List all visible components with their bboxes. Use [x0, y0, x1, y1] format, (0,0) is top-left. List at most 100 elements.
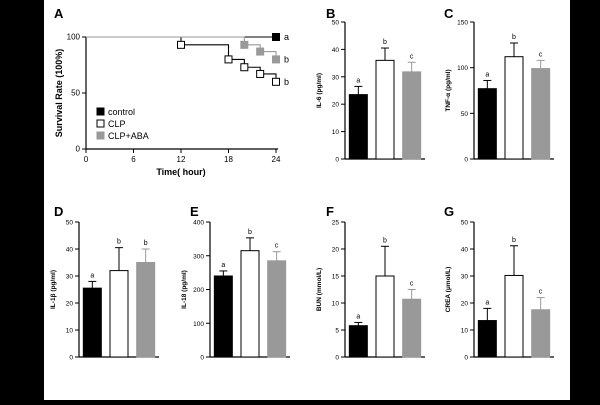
panel-d-sig-label: b	[144, 240, 148, 247]
panel-b-bar	[402, 71, 422, 160]
figure-caption-label: g.1	[0, 374, 28, 396]
panel-e-sig-label: b	[248, 229, 252, 236]
panel-b-sig-label: c	[410, 53, 414, 60]
panel-c-bar	[504, 56, 524, 160]
panel-c-ytick-label: 0	[464, 157, 468, 164]
panel-a-letter: A	[54, 6, 64, 21]
panel-a-ytick-label: 100	[67, 33, 81, 42]
panel-b-ytick-label: 30	[332, 74, 340, 81]
panel-g-ytick-label: 20	[461, 301, 469, 308]
panel-b-sig-label: b	[383, 39, 387, 46]
panel-e-ytick-label: 400	[193, 220, 204, 227]
panel-f-bar	[402, 298, 422, 358]
panel-c-ytick-label: 100	[457, 65, 468, 72]
panel-d-bar	[136, 262, 156, 358]
panel-g-ytick-label: 10	[461, 328, 469, 335]
panel-d-ytick-label: 50	[66, 220, 74, 227]
panel-e-bar	[240, 250, 260, 358]
panel-d-ytick-label: 40	[66, 247, 74, 254]
panel-c-sig-label: a	[485, 71, 489, 78]
panel-g-bar	[477, 320, 497, 358]
panel-a-xtick-label: 0	[84, 155, 89, 164]
panel-b-ytick-label: 20	[332, 102, 340, 109]
panel-d-bar	[109, 270, 129, 358]
panel-a-xtick-label: 24	[272, 155, 281, 164]
panel-a-xtick-label: 12	[177, 155, 186, 164]
panel-a-point	[272, 33, 280, 41]
panel-b-ytick-label: 0	[335, 157, 339, 164]
panel-f-bar	[375, 275, 395, 358]
panel-c-ytick-label: 50	[461, 111, 469, 118]
panel-a-point	[256, 69, 265, 78]
panel-f-sig-label: b	[383, 237, 387, 244]
panel-a-ytick-label: 50	[71, 89, 80, 98]
panel-a-legend-label: control	[108, 107, 135, 117]
panel-d-ytick-label: 0	[69, 355, 73, 362]
panel-f-ytick-label: 25	[332, 220, 340, 227]
panel-g-ylabel: CREA (μmol/L)	[445, 267, 452, 313]
panel-d-sig-label: a	[90, 272, 94, 279]
panel-d-ytick-label: 20	[66, 301, 74, 308]
panel-e-bar	[213, 275, 233, 358]
panel-g-bar	[504, 274, 524, 358]
panel-g-sig-label: c	[539, 289, 543, 296]
panel-f-ytick-label: 10	[332, 301, 340, 308]
panel-a-point	[272, 77, 280, 86]
panel-e-ytick-label: 0	[200, 355, 204, 362]
panel-g-ytick-label: 0	[464, 355, 468, 362]
panel-f-sig-label: a	[356, 313, 360, 320]
panel-a-sig-label: b	[284, 77, 289, 87]
panel-g-sig-label: b	[512, 237, 516, 244]
panel-c-ytick-label: 150	[457, 20, 468, 27]
panel-f-ylabel: BUN (mmol/L)	[316, 268, 323, 311]
panel-e-ytick-label: 100	[193, 321, 204, 328]
panel-e-bar	[267, 260, 287, 358]
panel-g-letter: G	[444, 204, 454, 219]
figure-panel: A 0 50 100 0 6 12 18 24 Time( hour) Survival Rate …	[44, 0, 570, 400]
panel-a-sig-label: a	[284, 32, 289, 42]
panel-d-bar	[82, 287, 102, 358]
panel-c-bar	[477, 88, 497, 160]
panel-f-ytick-label: 15	[332, 274, 340, 281]
panel-e-ytick-label: 300	[193, 253, 204, 260]
panel-d-ytick-label: 10	[66, 328, 74, 335]
panel-a-legend-marker	[96, 119, 105, 128]
panel-f-bar	[348, 325, 368, 358]
panel-a-legend-label: CLP+ABA	[108, 131, 149, 141]
panel-d-ytick-label: 30	[66, 274, 74, 281]
panel-a-point	[177, 40, 185, 49]
panel-f-ytick-label: 5	[335, 328, 339, 335]
panel-g-ytick-label: 30	[461, 274, 469, 281]
panel-g-ytick-label: 40	[461, 247, 469, 254]
panel-b-sig-label: a	[356, 77, 360, 84]
panel-a-legend-marker	[96, 107, 105, 116]
panel-a-point	[224, 55, 233, 64]
panel-b-bar	[375, 59, 395, 160]
panel-a-point	[240, 63, 249, 72]
panel-d-sig-label: b	[117, 239, 121, 246]
panel-a-point	[272, 55, 280, 64]
panel-f-ytick-label: 0	[335, 355, 339, 362]
panel-b-ytick-label: 10	[332, 129, 340, 136]
panel-a-ylabel: Survival Rate (100%)	[54, 49, 64, 138]
panel-d-ylabel: IL-1β (pg/ml)	[50, 270, 57, 309]
panel-a-series-line	[86, 36, 277, 60]
panel-f-sig-label: c	[410, 281, 414, 288]
panel-e-sig-label: a	[221, 262, 225, 269]
panel-a-sig-label: b	[284, 54, 289, 64]
panel-b-letter: B	[326, 6, 335, 21]
panel-b-ylabel: IL-6 (pg/ml)	[316, 73, 323, 108]
panel-c-sig-label: b	[512, 34, 516, 41]
panel-c-ylabel: TNF-α (pg/ml)	[445, 69, 452, 111]
panel-a-xtick-label: 18	[224, 155, 233, 164]
panel-a-point	[256, 47, 265, 56]
panel-e-ylabel: IL-18 (pg/ml)	[181, 270, 188, 309]
panel-a-xtick-label: 6	[131, 155, 136, 164]
panel-d-letter: D	[54, 204, 63, 219]
panel-b-bar	[348, 94, 368, 160]
panel-b-ytick-label: 50	[332, 20, 340, 27]
panel-c-letter: C	[444, 6, 454, 21]
panel-e-sig-label: c	[275, 243, 279, 250]
panel-c-sig-label: c	[539, 51, 543, 58]
